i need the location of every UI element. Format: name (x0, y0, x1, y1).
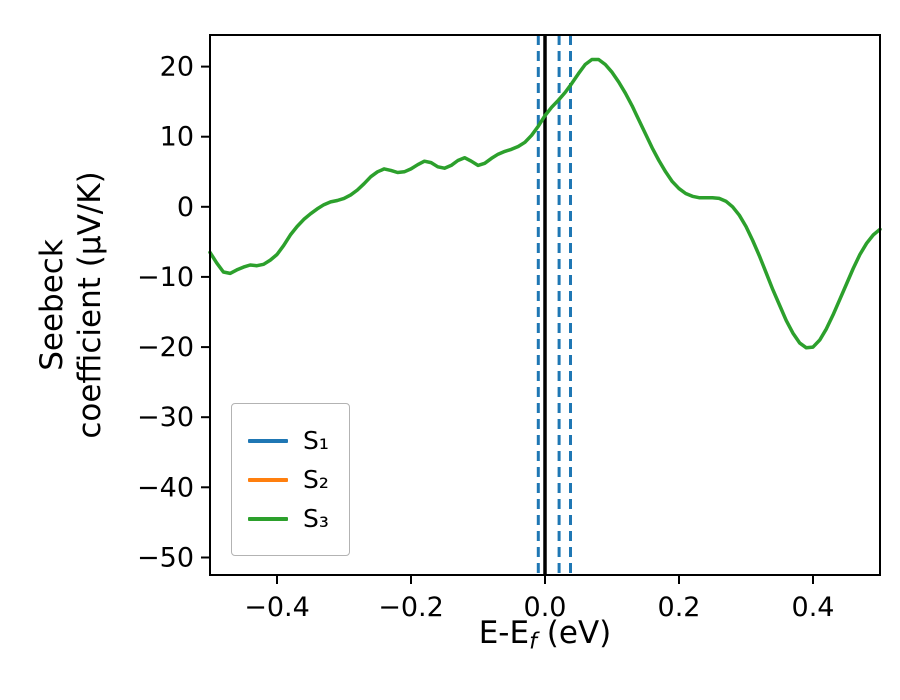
y-tick-label: −20 (137, 332, 194, 363)
legend-line-s3 (248, 516, 288, 521)
x-axis-label: E-Ef (eV) (210, 615, 880, 655)
x-axis-label-unit: (eV) (536, 615, 612, 651)
legend-label-s2: S₂ (303, 465, 329, 494)
y-axis-label-line2: coefficient (μV/K) (72, 171, 108, 439)
legend-line-s1 (248, 438, 288, 443)
y-axis-label: Seebeck coefficient (μV/K) (34, 0, 110, 615)
legend: S₁ S₂ S₃ (231, 403, 350, 556)
y-tick-label: −10 (137, 262, 194, 293)
x-axis-label-subscript: f (529, 628, 537, 655)
x-axis-label-main: E-E (478, 615, 530, 651)
legend-label-s1: S₁ (303, 426, 329, 455)
x-tick-label: −0.4 (244, 592, 310, 623)
legend-label-s3: S₃ (303, 504, 329, 533)
series-S3 (208, 57, 882, 350)
x-tick-label: 0.4 (792, 592, 835, 623)
x-tick-label: −0.2 (378, 592, 444, 623)
y-tick-label: −50 (137, 543, 194, 574)
legend-line-s2 (248, 477, 288, 482)
x-tick-label: 0.0 (524, 592, 567, 623)
y-tick-label: 20 (160, 52, 194, 83)
x-tick-label: 0.2 (658, 592, 701, 623)
legend-item-s1: S₁ (248, 426, 329, 455)
legend-item-s2: S₂ (248, 465, 329, 494)
y-tick-label: 10 (160, 122, 194, 153)
y-tick-label: −30 (137, 402, 194, 433)
legend-item-s3: S₃ (248, 504, 329, 533)
y-tick-label: 0 (177, 192, 194, 223)
y-axis-label-line1: Seebeck (34, 239, 71, 371)
y-tick-label: −40 (137, 472, 194, 503)
